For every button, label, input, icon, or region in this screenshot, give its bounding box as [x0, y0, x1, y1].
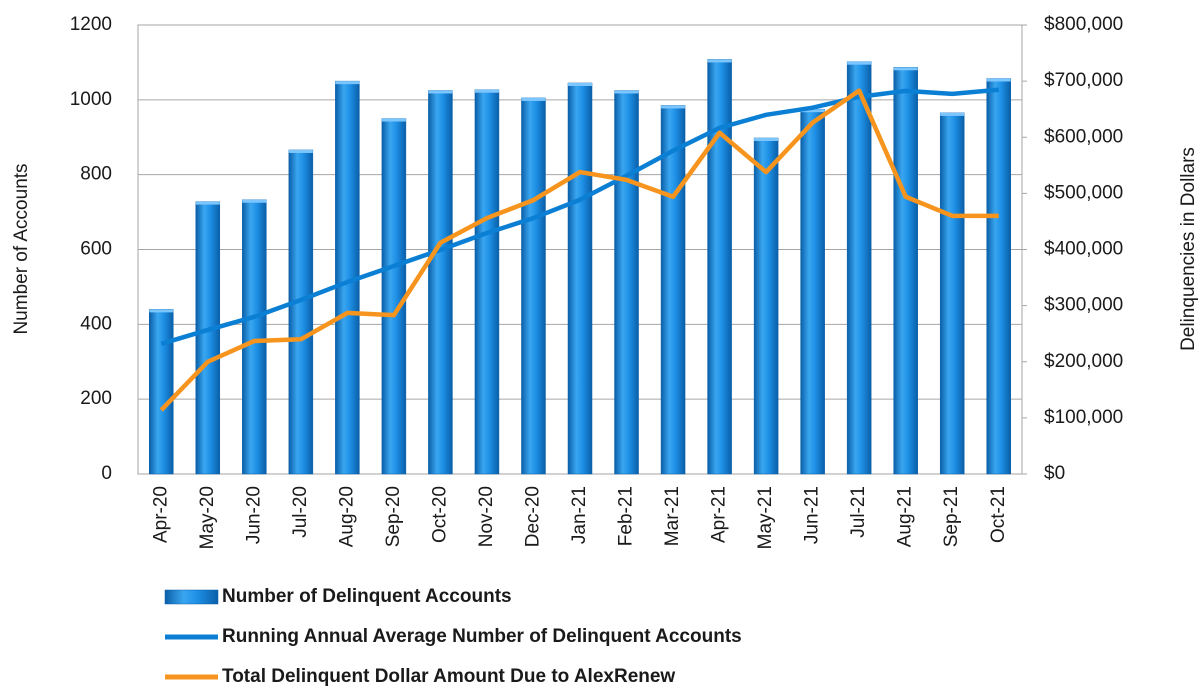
y-tick-label: 0 — [101, 463, 112, 484]
bar — [567, 82, 593, 475]
line — [159, 88, 999, 412]
y2-tick-label: $800,000 — [1044, 14, 1123, 35]
y2-tick-label: $600,000 — [1044, 126, 1123, 147]
bar — [242, 199, 267, 475]
x-tick-label: Jul-21 — [848, 486, 869, 538]
y-tick-label: 1000 — [70, 89, 112, 110]
bar — [614, 90, 639, 475]
y-tick-label: 1200 — [70, 14, 112, 35]
bar-cap — [521, 97, 546, 101]
bar-cap — [800, 109, 825, 113]
y-tick-label: 200 — [80, 388, 112, 409]
bar — [521, 97, 546, 475]
x-tick-label: May-20 — [197, 486, 218, 549]
bar-cap — [381, 118, 406, 122]
x-tick-label: Jul-20 — [290, 486, 311, 538]
bar — [381, 118, 407, 475]
bar-cap — [707, 59, 732, 63]
x-tick-label: Aug-21 — [895, 486, 916, 547]
x-tick-label: Dec-20 — [522, 486, 543, 547]
bar — [753, 137, 779, 475]
x-tick-label: Feb-21 — [616, 486, 637, 546]
bar-cap — [474, 89, 499, 93]
bar — [893, 67, 918, 475]
legend-label: Total Delinquent Dollar Amount Due to Al… — [222, 666, 675, 687]
bar — [195, 201, 221, 475]
y2-tick-label: $100,000 — [1044, 407, 1123, 428]
bar-cap — [661, 105, 686, 109]
x-tick-label: Oct-20 — [429, 486, 450, 543]
bar — [800, 108, 825, 475]
bar-cap — [847, 61, 872, 65]
y-axis-title: Number of Accounts — [11, 163, 32, 334]
x-tick-label: Nov-20 — [476, 486, 497, 547]
bar-cap — [335, 81, 360, 85]
legend-swatch — [164, 589, 219, 605]
bar-cap — [428, 90, 453, 94]
y2-axis-title: Delinquencies in Dollars — [1178, 147, 1199, 351]
bar-cap — [149, 309, 174, 313]
x-tick-label: Jun-20 — [243, 486, 264, 544]
bar-cap — [568, 82, 592, 86]
x-tick-label: Mar-21 — [662, 486, 683, 546]
bar — [986, 78, 1011, 475]
y2-tick-label: $200,000 — [1044, 351, 1123, 372]
y2-tick-label: $0 — [1044, 463, 1065, 484]
bar — [474, 89, 500, 475]
x-tick-label: Aug-20 — [336, 486, 357, 547]
x-tick-label: May-21 — [755, 486, 776, 549]
x-tick-label: Oct-21 — [988, 486, 1009, 543]
bar — [707, 59, 732, 475]
bar — [288, 149, 314, 475]
line — [160, 87, 999, 346]
y-tick-label: 600 — [80, 239, 112, 260]
bar-cap — [986, 78, 1011, 82]
y2-tick-label: $300,000 — [1044, 295, 1123, 316]
y2-tick-label: $500,000 — [1044, 182, 1123, 203]
bar-cap — [940, 112, 965, 116]
bar-cap — [195, 201, 220, 205]
bar-cap — [242, 199, 267, 203]
bar — [660, 105, 686, 475]
y2-tick-label: $400,000 — [1044, 239, 1123, 260]
bar-cap — [288, 149, 313, 153]
y-tick-label: 400 — [80, 313, 112, 334]
legend-label: Number of Delinquent Accounts — [222, 586, 512, 607]
bar-cap — [893, 67, 918, 71]
y-tick-label: 800 — [80, 164, 112, 185]
x-tick-label: Sep-20 — [383, 486, 404, 547]
bar — [939, 112, 965, 475]
bar-cap — [614, 90, 639, 94]
x-tick-label: Apr-20 — [150, 486, 171, 543]
legend-label: Running Annual Average Number of Delinqu… — [222, 626, 742, 647]
bar — [149, 309, 174, 475]
x-tick-label: Jan-21 — [569, 486, 590, 544]
x-tick-label: Apr-21 — [709, 486, 730, 543]
x-tick-label: Sep-21 — [941, 486, 962, 547]
bar — [428, 90, 453, 475]
bar — [846, 61, 872, 475]
bar-cap — [754, 137, 779, 141]
y2-tick-label: $700,000 — [1044, 70, 1123, 91]
x-tick-label: Jun-21 — [802, 486, 823, 544]
